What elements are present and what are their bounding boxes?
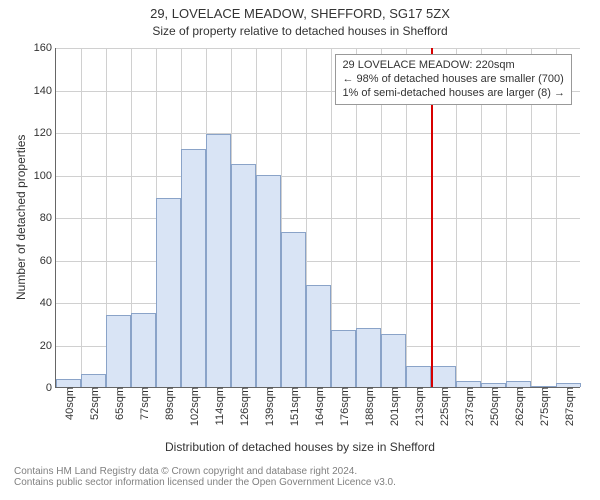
legend-line-1: 29 LOVELACE MEADOW: 220sqm xyxy=(342,59,565,73)
histogram-bar xyxy=(331,330,356,387)
x-axis-label: Distribution of detached houses by size … xyxy=(0,440,600,454)
x-tick-label: 40sqm xyxy=(62,387,76,420)
gridline-h xyxy=(56,176,580,177)
histogram-bar xyxy=(156,198,181,387)
y-tick-label: 40 xyxy=(40,297,56,309)
y-tick-label: 80 xyxy=(40,212,56,224)
x-tick-label: 188sqm xyxy=(362,387,376,426)
histogram-bar xyxy=(406,366,431,387)
x-tick-label: 262sqm xyxy=(512,387,526,426)
histogram-bar xyxy=(56,379,81,388)
histogram-bar xyxy=(181,149,206,387)
licence-line-1: Contains HM Land Registry data © Crown c… xyxy=(0,466,600,477)
x-tick-label: 151sqm xyxy=(287,387,301,426)
gridline-v xyxy=(81,48,82,387)
histogram-bar xyxy=(356,328,381,388)
histogram-bar xyxy=(481,383,506,387)
x-tick-label: 287sqm xyxy=(562,387,576,426)
y-tick-label: 20 xyxy=(40,340,56,352)
histogram-bar xyxy=(431,366,456,387)
y-tick-label: 60 xyxy=(40,255,56,267)
x-tick-label: 52sqm xyxy=(87,387,101,420)
histogram-figure: 29, LOVELACE MEADOW, SHEFFORD, SG17 5ZX … xyxy=(0,0,600,500)
histogram-bar xyxy=(381,334,406,387)
histogram-bar xyxy=(256,175,281,388)
gridline-h xyxy=(56,133,580,134)
x-tick-label: 201sqm xyxy=(387,387,401,426)
chart-address-title: 29, LOVELACE MEADOW, SHEFFORD, SG17 5ZX xyxy=(0,6,600,21)
x-tick-label: 65sqm xyxy=(112,387,126,420)
x-tick-label: 102sqm xyxy=(187,387,201,426)
y-tick-label: 120 xyxy=(34,127,56,139)
y-tick-label: 0 xyxy=(46,382,56,394)
gridline-h xyxy=(56,218,580,219)
x-tick-label: 250sqm xyxy=(487,387,501,426)
y-tick-label: 160 xyxy=(34,42,56,54)
histogram-bar xyxy=(531,386,556,387)
legend-line-2: ← 98% of detached houses are smaller (70… xyxy=(342,73,565,87)
y-tick-label: 140 xyxy=(34,85,56,97)
x-tick-label: 213sqm xyxy=(412,387,426,426)
licence-footer: Contains HM Land Registry data © Crown c… xyxy=(0,466,600,488)
x-tick-label: 89sqm xyxy=(162,387,176,420)
histogram-bar xyxy=(206,134,231,387)
legend-line-3: 1% of semi-detached houses are larger (8… xyxy=(342,87,565,101)
chart-subtitle: Size of property relative to detached ho… xyxy=(0,24,600,38)
x-tick-label: 139sqm xyxy=(262,387,276,426)
histogram-bar xyxy=(81,374,106,387)
x-tick-label: 176sqm xyxy=(337,387,351,426)
histogram-bar xyxy=(556,383,581,387)
x-tick-label: 275sqm xyxy=(537,387,551,426)
histogram-bar xyxy=(456,381,481,387)
histogram-bar xyxy=(281,232,306,387)
x-tick-label: 237sqm xyxy=(462,387,476,426)
histogram-bar xyxy=(306,285,331,387)
x-tick-label: 225sqm xyxy=(437,387,451,426)
x-tick-label: 114sqm xyxy=(212,387,226,425)
histogram-bar xyxy=(231,164,256,387)
licence-line-2: Contains public sector information licen… xyxy=(0,477,600,488)
chart-legend: 29 LOVELACE MEADOW: 220sqm← 98% of detac… xyxy=(335,54,572,105)
histogram-bar xyxy=(506,381,531,387)
histogram-bar xyxy=(106,315,131,387)
y-tick-label: 100 xyxy=(34,170,56,182)
gridline-h xyxy=(56,48,580,49)
plot-area: 02040608010012014016040sqm52sqm65sqm77sq… xyxy=(55,48,580,388)
gridline-h xyxy=(56,261,580,262)
x-tick-label: 77sqm xyxy=(137,387,151,420)
histogram-bar xyxy=(131,313,156,387)
x-tick-label: 126sqm xyxy=(237,387,251,426)
x-tick-label: 164sqm xyxy=(312,387,326,426)
y-axis-label: Number of detached properties xyxy=(14,135,28,300)
